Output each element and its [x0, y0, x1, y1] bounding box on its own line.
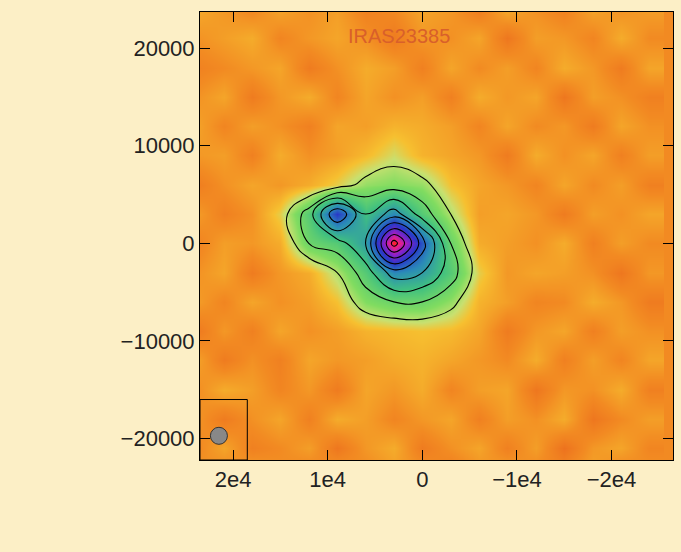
svg-text:−2e4: −2e4: [587, 467, 637, 492]
svg-text:IRAS23385: IRAS23385: [348, 25, 450, 47]
svg-text:−10000: −10000: [121, 329, 195, 354]
svg-text:0: 0: [182, 231, 194, 256]
svg-text:10000: 10000: [133, 133, 194, 158]
svg-text:1e4: 1e4: [309, 467, 346, 492]
svg-text:−1e4: −1e4: [492, 467, 542, 492]
svg-text:0: 0: [416, 467, 428, 492]
svg-text:2e4: 2e4: [215, 467, 252, 492]
svg-text:20000: 20000: [133, 36, 194, 61]
svg-text:−20000: −20000: [121, 426, 195, 451]
